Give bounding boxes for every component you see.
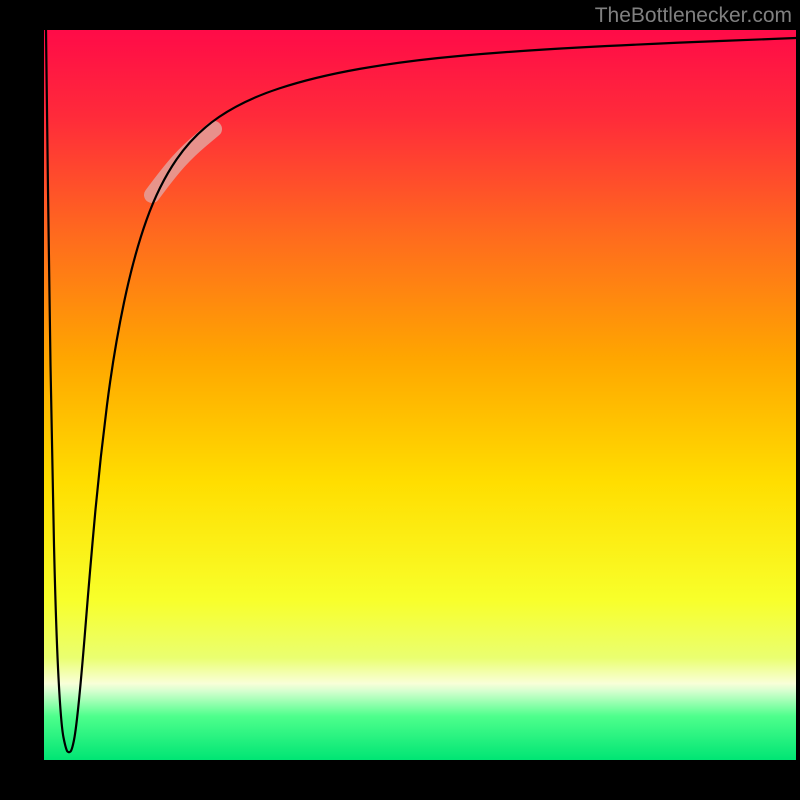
curve-layer (44, 30, 796, 760)
plot-area (44, 30, 796, 760)
watermark-text: TheBottlenecker.com (595, 4, 792, 28)
bottleneck-curve (46, 30, 796, 752)
root-container: TheBottlenecker.com (0, 0, 800, 800)
